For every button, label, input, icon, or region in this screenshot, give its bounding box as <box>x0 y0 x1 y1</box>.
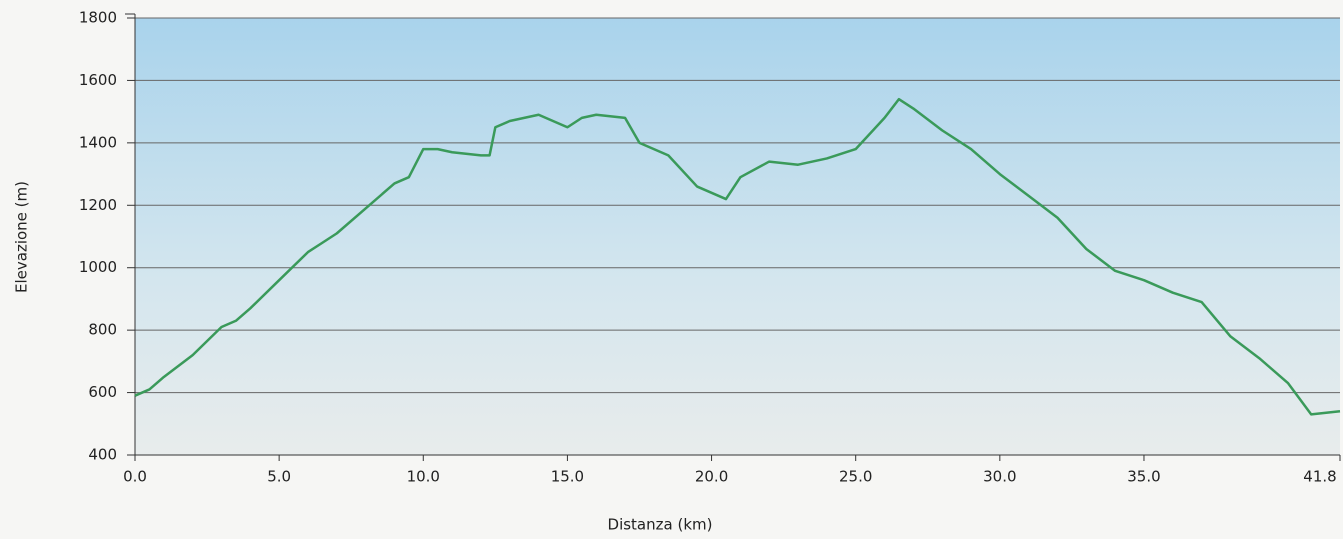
y-tick-label: 1000 <box>79 258 117 276</box>
x-tick-label: 0.0 <box>123 468 147 486</box>
x-tick-label: 15.0 <box>551 468 584 486</box>
y-tick-label: 1400 <box>79 133 117 151</box>
x-tick-label: 30.0 <box>983 468 1016 486</box>
x-tick-label: 25.0 <box>839 468 872 486</box>
y-tick-label: 800 <box>88 321 117 339</box>
x-tick-label: 10.0 <box>407 468 440 486</box>
x-tick-label: 41.8 <box>1303 468 1336 486</box>
y-axis-label: Elevazione (m) <box>13 181 31 293</box>
x-tick-label: 20.0 <box>695 468 728 486</box>
y-tick-label: 1800 <box>79 9 117 27</box>
plot-area <box>135 18 1340 455</box>
y-tick-label: 400 <box>88 446 117 464</box>
y-tick-label: 600 <box>88 383 117 401</box>
x-axis-label: Distanza (km) <box>608 516 713 534</box>
elevation-line <box>134 97 1341 416</box>
x-tick-label: 35.0 <box>1127 468 1160 486</box>
x-tick-label: 5.0 <box>267 468 291 486</box>
y-tick-label: 1600 <box>79 71 117 89</box>
y-tick-label: 1200 <box>79 196 117 214</box>
